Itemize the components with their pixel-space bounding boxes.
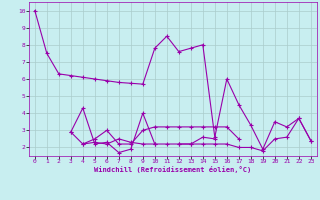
X-axis label: Windchill (Refroidissement éolien,°C): Windchill (Refroidissement éolien,°C) [94, 166, 252, 173]
